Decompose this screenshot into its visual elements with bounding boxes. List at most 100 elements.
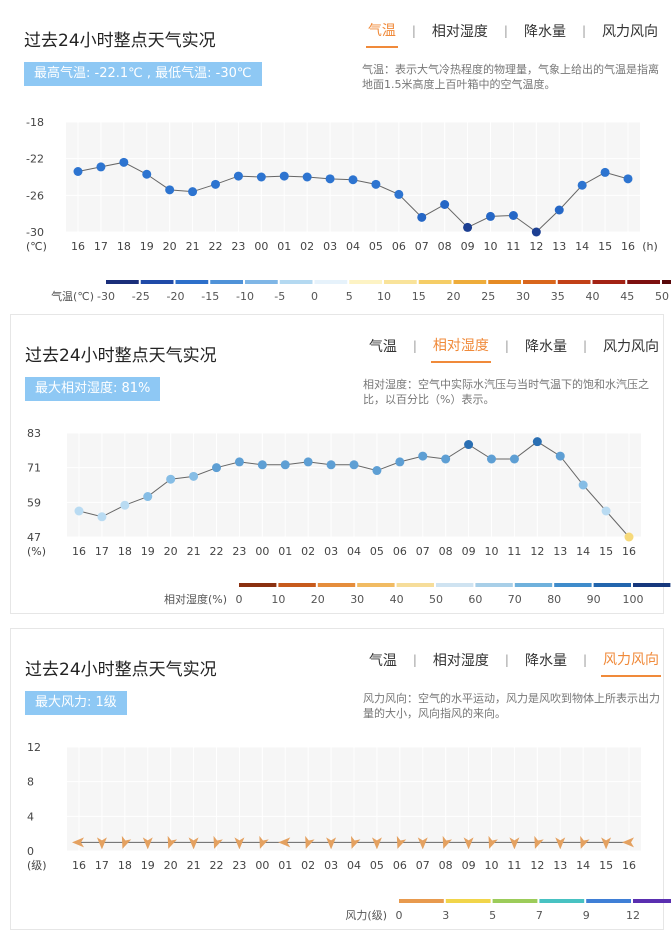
arrow-shape <box>601 837 612 850</box>
wind-direction-arrow <box>488 835 498 849</box>
x-tick-label: 02 <box>301 859 315 872</box>
x-tick-label: 19 <box>140 240 154 253</box>
legend-color-segment <box>278 583 316 587</box>
data-point <box>532 437 542 447</box>
data-point <box>418 451 428 461</box>
legend-color-segment <box>633 583 671 587</box>
x-tick-label: 15 <box>599 859 613 872</box>
tab-temperature[interactable]: 气温 <box>365 20 398 48</box>
wind-direction-arrow <box>509 837 520 850</box>
tab-precipitation[interactable]: 降水量 <box>524 339 567 355</box>
data-point <box>509 454 519 464</box>
x-tick-label: 18 <box>117 240 131 253</box>
legend-color-segment <box>557 280 591 284</box>
tab-wind[interactable]: 风力风向 <box>602 24 658 40</box>
legend-tick-label: 45 <box>620 290 634 303</box>
y-tick-label: -26 <box>26 189 44 202</box>
legend-color-segment <box>349 280 382 284</box>
x-tick-label: 05 <box>370 545 384 558</box>
tab-wind[interactable]: 风力风向 <box>603 339 659 355</box>
data-point <box>96 162 106 172</box>
wind-direction-arrow <box>259 835 269 849</box>
temperature-panel: 过去24小时整点天气实况 最高气温: -22.1℃ , 最低气温: -30℃ 气… <box>10 0 671 306</box>
legend-tick-label: 100 <box>623 593 644 606</box>
data-point <box>234 457 244 467</box>
wind-direction-arrow <box>121 835 132 849</box>
panel-title: 过去24小时整点天气实况 <box>25 660 217 680</box>
y-tick-label: -18 <box>26 116 44 129</box>
x-tick-label: 05 <box>369 240 383 253</box>
tab-separator: | <box>503 24 508 38</box>
data-point <box>233 171 243 181</box>
legend-tick-label: 40 <box>586 290 600 303</box>
arrow-shape <box>213 835 223 849</box>
data-point <box>165 185 175 195</box>
x-tick-label: 03 <box>323 240 337 253</box>
x-tick-label: 20 <box>163 240 177 253</box>
x-tick-label: 11 <box>506 240 520 253</box>
tab-wind[interactable]: 风力风向 <box>601 649 661 677</box>
arrow-shape <box>371 837 382 850</box>
legend-color-segment <box>245 280 278 284</box>
legend-color-segment <box>475 583 513 587</box>
legend-color-segment <box>592 280 626 284</box>
tab-humidity[interactable]: 相对湿度 <box>432 653 489 669</box>
data-point <box>142 169 152 179</box>
arrow-shape <box>622 837 634 848</box>
tab-humidity[interactable]: 相对湿度 <box>431 24 488 40</box>
legend-color-segment <box>175 280 209 284</box>
tab-separator: | <box>581 24 586 38</box>
x-tick-label: 12 <box>529 240 543 253</box>
legend-color-segment <box>357 583 395 587</box>
legend-title: 风力(级) <box>345 909 387 922</box>
tab-separator: | <box>504 339 509 353</box>
legend-tick-label: -10 <box>236 290 254 303</box>
x-tick-label: 18 <box>118 545 132 558</box>
x-tick-label: 17 <box>95 859 109 872</box>
tab-temperature[interactable]: 气温 <box>368 653 397 669</box>
tab-precipitation[interactable]: 降水量 <box>523 24 566 40</box>
tab-precipitation[interactable]: 降水量 <box>524 653 567 669</box>
data-point <box>600 167 610 177</box>
legend-title: 相对湿度(%) <box>164 592 227 606</box>
data-point <box>463 222 473 232</box>
data-point <box>349 460 359 470</box>
x-tick-label: 08 <box>439 545 453 558</box>
data-point <box>211 179 220 189</box>
x-tick-label: 21 <box>187 545 201 558</box>
y-tick-label: 47 <box>27 531 41 544</box>
data-point <box>577 180 587 190</box>
wind-direction-arrow <box>278 837 291 848</box>
tab-humidity[interactable]: 相对湿度 <box>430 335 491 363</box>
wind-direction-arrow <box>167 835 178 849</box>
tab-temperature[interactable]: 气温 <box>368 339 397 355</box>
wind-panel: 过去24小时整点天气实况 最大风力: 1级 气温 | 相对湿度 | 降水量 | … <box>10 628 671 930</box>
arrow-shape <box>167 835 178 849</box>
legend-tick-label: 15 <box>412 290 426 303</box>
y-tick-label: 8 <box>27 776 34 789</box>
wind-direction-arrow <box>463 837 474 850</box>
y-unit-label: (℃) <box>26 240 47 253</box>
wind-direction-arrow <box>96 837 107 850</box>
arrow-shape <box>234 837 245 850</box>
legend-tick-label: 30 <box>350 593 364 606</box>
legend-color-segment <box>210 280 243 284</box>
legend-color-segment <box>445 899 491 903</box>
tab-separator: | <box>504 653 509 667</box>
legend-title: 气温(℃) <box>51 289 94 303</box>
data-point <box>302 172 312 182</box>
y-unit-label: (级) <box>27 859 47 872</box>
legend-tick-label: -5 <box>274 290 285 303</box>
x-tick-label: 14 <box>576 545 590 558</box>
x-tick-label: 16 <box>72 545 86 558</box>
arrow-shape <box>326 837 337 850</box>
legend-tick-label: 25 <box>481 290 495 303</box>
legend-tick-label: 12 <box>626 909 640 922</box>
x-tick-label: 04 <box>346 240 360 253</box>
legend-tick-label: 0 <box>311 290 318 303</box>
legend-tick-label: 10 <box>271 593 285 606</box>
x-tick-label: 14 <box>576 859 590 872</box>
data-point <box>325 174 335 184</box>
